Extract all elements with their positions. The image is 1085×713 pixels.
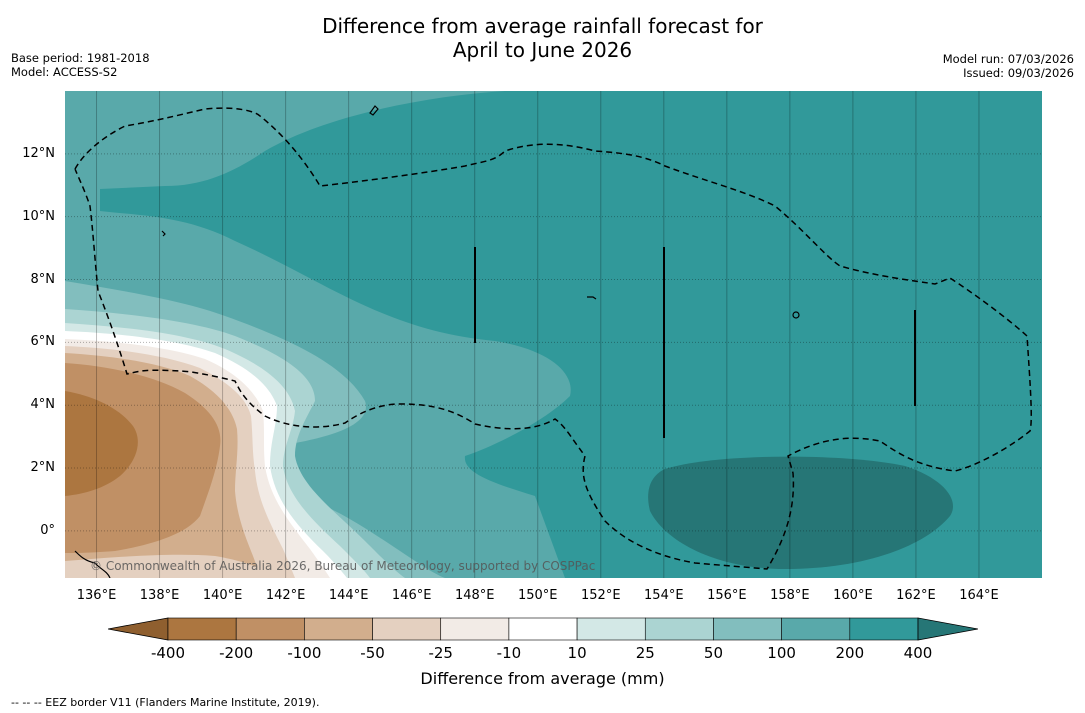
island-pohnpei — [792, 311, 800, 319]
longitude-label: 164°E — [959, 588, 999, 603]
longitude-label: 140°E — [202, 588, 243, 603]
longitude-label: 150°E — [517, 588, 558, 603]
longitude-label: 148°E — [454, 588, 495, 603]
colorbar-arrow-high — [917, 617, 978, 641]
copyright-notice: © Commonwealth of Australia 2026, Bureau… — [90, 559, 596, 573]
rainfall-map — [65, 91, 1042, 578]
colorbar-segment — [644, 617, 714, 641]
latitude-label: 12°N — [22, 145, 55, 161]
island-coast-newguinea — [74, 550, 111, 578]
colorbar-tick-label: 400 — [903, 644, 933, 662]
latitude-label: 6°N — [30, 334, 56, 350]
colorbar-segment — [713, 617, 782, 641]
meta-left: Base period: 1981-2018 Model: ACCESS-S2 — [11, 51, 150, 79]
latitude-label: 0° — [40, 522, 55, 538]
latitude-label: 10°N — [22, 208, 55, 224]
colorbar-tick-label: 25 — [635, 644, 655, 662]
eez-legend-note: -- -- -- EEZ border V11 (Flanders Marine… — [11, 696, 320, 709]
colorbar — [108, 617, 978, 641]
colorbar-segment — [849, 617, 919, 641]
colorbar-tick-label: -200 — [219, 644, 254, 662]
longitude-label: 158°E — [770, 588, 810, 603]
base-period: Base period: 1981-2018 — [11, 51, 150, 65]
colorbar-segment — [304, 617, 373, 641]
colorbar-tick-label: 10 — [567, 644, 587, 662]
contour-200-400-north — [100, 91, 1042, 578]
map-title: Difference from average rainfall forecas… — [0, 14, 1085, 62]
longitude-label: 152°E — [581, 588, 621, 603]
island-guam — [369, 105, 379, 116]
contour-minus-10-25-south — [65, 554, 275, 578]
colorbar-segment — [440, 617, 510, 641]
longitude-label: 138°E — [139, 588, 180, 603]
longitude-label: 144°E — [328, 588, 369, 603]
contour-above-400 — [648, 456, 953, 569]
colorbar-tick-label: -25 — [428, 644, 453, 662]
longitude-label: 142°E — [265, 588, 306, 603]
graticule — [65, 91, 1042, 578]
colorbar-tick-label: 200 — [835, 644, 865, 662]
colorbar-segment — [781, 617, 851, 641]
latitude-label: 8°N — [30, 271, 56, 287]
colorbar-tick-label: -50 — [360, 644, 385, 662]
colorbar-segment — [576, 617, 646, 641]
longitude-label: 160°E — [833, 588, 873, 603]
latitude-label: 2°N — [30, 460, 56, 476]
colorbar-tick-label: 50 — [703, 644, 723, 662]
meta-right: Model run: 07/03/2026 Issued: 09/03/2026 — [943, 52, 1074, 80]
colorbar-tick-label: -400 — [150, 644, 186, 662]
colorbar-tick-label: -100 — [287, 644, 322, 662]
colorbar-segment — [167, 617, 237, 641]
map-canvas — [65, 91, 1042, 578]
title-line-1: Difference from average rainfall forecas… — [322, 14, 763, 38]
island-yap — [161, 230, 166, 237]
longitude-label: 154°E — [644, 588, 684, 603]
longitude-label: 156°E — [707, 588, 747, 603]
contour-minus-200-400 — [65, 391, 138, 496]
colorbar-arrow-low — [108, 617, 169, 641]
colorbar-segment — [508, 617, 578, 641]
longitude-label: 162°E — [896, 588, 936, 603]
colorbar-segment — [372, 617, 442, 641]
longitude-label: 136°E — [76, 588, 117, 603]
model-run: Model run: 07/03/2026 — [942, 52, 1074, 66]
eez-border-palau — [74, 107, 1032, 570]
colorbar-tick-label: -10 — [496, 644, 522, 662]
title-line-2: April to June 2026 — [452, 38, 633, 62]
colorbar-segment — [235, 617, 305, 641]
colorbar-tick-label: 100 — [767, 644, 796, 662]
model-name: Model: ACCESS-S2 — [11, 65, 118, 79]
colorbar-title: Difference from average (mm) — [420, 669, 665, 688]
issued-date: Issued: 09/03/2026 — [963, 66, 1074, 80]
longitude-label: 146°E — [391, 588, 432, 603]
latitude-label: 4°N — [30, 397, 56, 413]
island-chuuk — [587, 296, 597, 300]
